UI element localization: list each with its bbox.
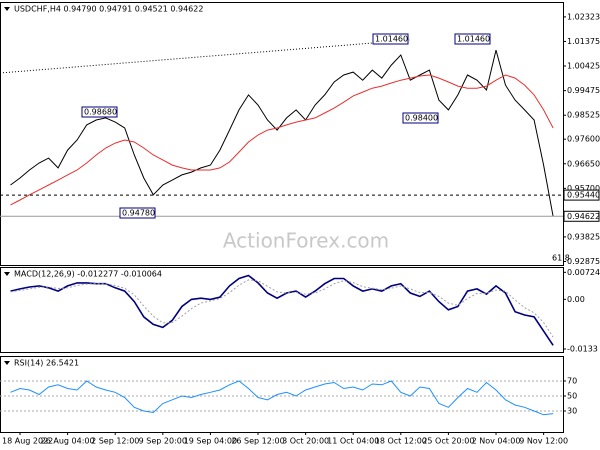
annotation: 0.94780 [122,209,155,218]
y-tick-label: 30 [567,407,577,416]
x-tick-label: 2 Sep 12:00 [91,437,139,446]
series-line [10,49,554,217]
title-arrow [4,272,10,276]
price-label: 0.94622 [567,212,600,221]
annotation: 1.01460 [457,35,490,44]
series-line [10,74,554,206]
series-line [10,380,554,416]
x-tick-label: 3 Oct 20:00 [282,437,329,446]
y-tick-label: -0.0133 [567,345,598,354]
price-label: 0.95440 [567,191,600,200]
y-tick-label: 0.97600 [567,135,600,144]
x-tick-label: 9 Nov 12:00 [519,437,568,446]
annotation-box [402,112,439,124]
annotation-box [119,207,156,219]
x-tick-label: 19 Sep 04:00 [184,437,237,446]
panel-title: USDCHF,H4 0.94790 0.94791 0.94521 0.9462… [14,5,203,14]
x-tick-label: 25 Oct 20:00 [422,437,474,446]
x-tick-label: 2 Nov 04:00 [472,437,521,446]
x-tick-label: 26 Sep 12:00 [231,437,284,446]
title-arrow [4,361,10,365]
annotation: 1.01460 [375,35,408,44]
y-tick-label: 1.02323 [567,12,600,21]
x-tick-label: 11 Oct 04:00 [327,437,379,446]
panel-frame [0,2,564,266]
price-box [563,210,600,222]
watermark: ActionForex.com [223,229,389,253]
annotation: 0.98680 [84,108,117,117]
panel-frame [0,267,564,353]
y-tick-label: 0.99475 [567,86,600,95]
annotation: 61.8 [552,254,570,263]
series-line [10,279,554,338]
y-tick-label: 1.00425 [567,62,600,71]
y-tick-label: 50 [567,392,577,401]
annotation-box [454,33,491,45]
y-tick-label: 0.98525 [567,111,600,120]
y-tick-label: 0.00 [567,295,585,304]
y-tick-label: 0.93825 [567,232,600,241]
annotation-box [372,33,409,45]
price-box [563,189,600,201]
x-tick-label: 18 Aug 2022 [2,437,53,446]
y-tick-label: 70 [567,377,577,386]
panel-frame [0,356,564,433]
y-tick-label: 0.92875 [567,257,600,266]
annotation-box [81,106,118,118]
y-tick-label: 0.95700 [567,184,600,193]
trend-line [0,39,411,74]
panel-title: RSI(14) 26.5421 [14,359,79,368]
x-tick-label: 9 Sep 20:00 [139,437,187,446]
x-tick-label: 18 Oct 12:00 [375,437,427,446]
annotation: 0.98400 [405,114,438,123]
panel-title: MACD(12,26,9) -0.012277 -0.010064 [14,270,162,279]
y-tick-label: 0.00724 [567,268,600,277]
y-tick-label: 0.96650 [567,159,600,168]
series-line [10,274,554,346]
x-tick-label: 26 Aug 04:00 [41,437,95,446]
y-tick-label: 1.01375 [567,37,600,46]
title-arrow [4,7,10,11]
